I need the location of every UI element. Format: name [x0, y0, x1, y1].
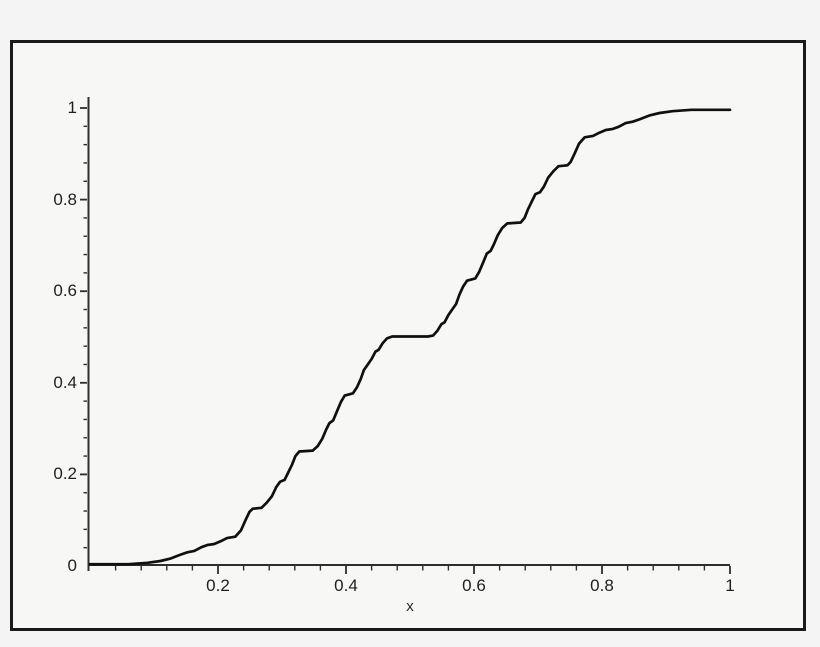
x-tick-label: 0.8 [590, 576, 614, 595]
x-tick-label: 0.6 [462, 576, 486, 595]
y-tick-label: 0 [67, 556, 77, 575]
y-tick-label: 1 [67, 98, 77, 117]
x-tick-label: 0.2 [206, 576, 230, 595]
x-tick-label: 1 [725, 576, 735, 595]
y-tick-label: 0.6 [53, 281, 77, 301]
y-tick-label: 0.8 [53, 189, 77, 209]
x-axis-title: x [406, 598, 414, 615]
y-tick-label: 0.4 [53, 372, 77, 392]
staircase-cdf-curve [88, 108, 732, 566]
y-tick-label: 0.2 [53, 464, 77, 484]
x-tick-label: 0.4 [334, 576, 358, 595]
